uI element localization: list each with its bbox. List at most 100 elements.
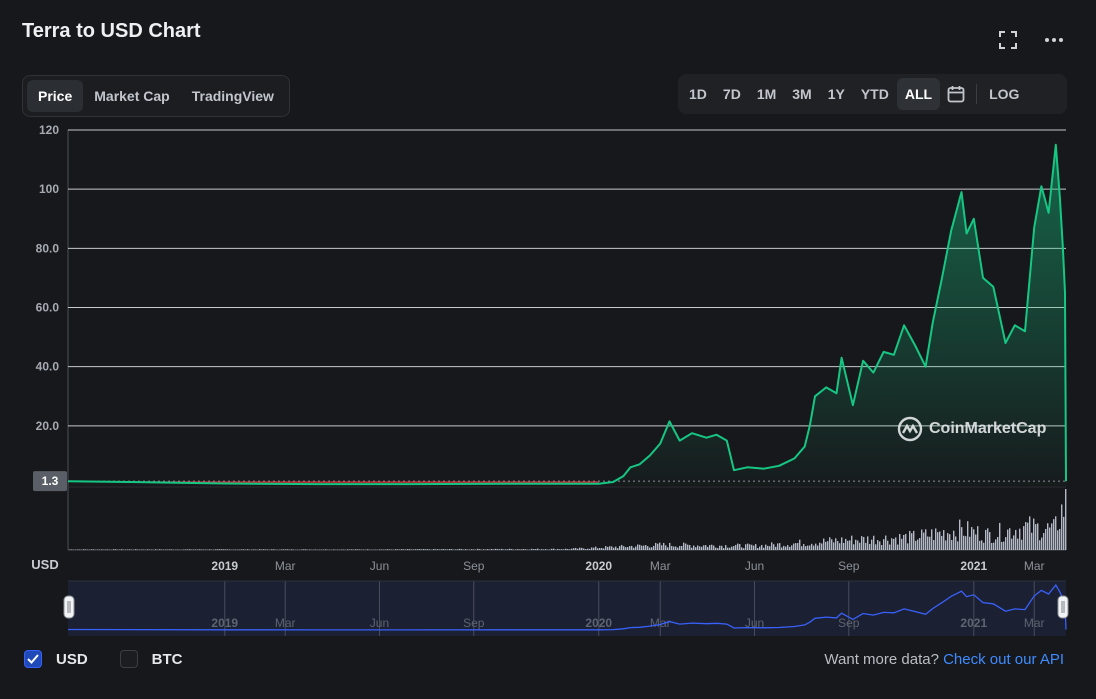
volume-bar — [1055, 516, 1057, 550]
navigator-handle-right[interactable] — [1057, 595, 1069, 619]
volume-bar — [971, 527, 973, 550]
volume-bar — [147, 549, 149, 550]
volume-bar — [939, 531, 941, 550]
volume-bar — [217, 549, 219, 550]
volume-bar — [283, 549, 285, 550]
volume-bar — [821, 543, 823, 550]
volume-bar — [195, 549, 197, 550]
volume-bar — [569, 549, 571, 550]
volume-bar — [385, 549, 387, 550]
volume-bar — [603, 548, 605, 550]
volume-bar — [757, 548, 759, 550]
volume-bar — [741, 547, 743, 550]
volume-bar — [583, 548, 585, 550]
volume-bar — [867, 536, 869, 550]
navigator-handle-left[interactable] — [63, 595, 75, 619]
btc-checkbox[interactable] — [119, 650, 138, 668]
range-1d[interactable]: 1D — [689, 86, 707, 102]
volume-bar — [1059, 528, 1061, 550]
volume-bar — [831, 539, 833, 550]
volume-bar — [379, 549, 381, 550]
volume-bar — [685, 543, 687, 550]
log-toggle[interactable]: LOG — [989, 86, 1020, 102]
volume-bar — [451, 549, 453, 550]
volume-bar — [457, 549, 459, 550]
fullscreen-icon[interactable] — [996, 28, 1020, 52]
volume-bar — [793, 543, 795, 550]
volume-bar — [949, 534, 951, 550]
volume-bar — [999, 522, 1001, 550]
volume-bar — [677, 547, 679, 550]
volume-bar — [573, 548, 575, 550]
volume-bar — [303, 549, 305, 550]
tab-price[interactable]: Price — [27, 80, 84, 112]
volume-bar — [557, 548, 559, 550]
volume-bar — [367, 549, 369, 550]
volume-bar — [945, 540, 947, 550]
volume-bar — [863, 537, 865, 550]
volume-bar — [577, 548, 579, 550]
volume-bar — [827, 541, 829, 550]
volume-bar — [433, 549, 435, 550]
tab-tradingview[interactable]: TradingView — [191, 88, 274, 104]
more-icon[interactable] — [1042, 28, 1066, 52]
legend-usd-label: USD — [56, 650, 88, 668]
usd-checkbox[interactable] — [24, 650, 42, 668]
volume-bar — [589, 548, 591, 550]
volume-bar — [93, 549, 95, 550]
volume-bar — [351, 549, 353, 550]
volume-bar — [707, 546, 709, 550]
volume-bar — [819, 542, 821, 550]
volume-bar — [511, 549, 513, 550]
volume-bar — [929, 536, 931, 550]
api-link[interactable]: Check out our API — [943, 651, 1064, 668]
volume-bar — [773, 544, 775, 550]
volume-bar — [401, 549, 403, 550]
volume-bar — [1049, 527, 1051, 550]
volume-bar — [615, 546, 617, 550]
volume-bar — [437, 549, 439, 550]
range-1y[interactable]: 1Y — [827, 86, 845, 102]
volume-bar — [549, 549, 551, 550]
volume-bar — [581, 547, 583, 550]
volume-bar — [215, 549, 217, 550]
volume-bar — [987, 528, 989, 550]
volume-bar — [439, 549, 441, 550]
volume-bar — [85, 549, 87, 550]
volume-bar — [305, 549, 307, 550]
volume-bar — [135, 549, 137, 550]
volume-bar — [989, 532, 991, 550]
tab-market-cap[interactable]: Market Cap — [94, 88, 170, 104]
y-tick-label: 120 — [39, 123, 59, 137]
range-ytd[interactable]: YTD — [860, 86, 889, 102]
axis-currency-label: USD — [31, 557, 58, 572]
legend-btc[interactable]: BTC — [119, 650, 183, 668]
volume-bar — [785, 546, 787, 550]
volume-bar — [537, 548, 539, 550]
volume-bar — [169, 549, 171, 550]
navigator-tick-label: Sep — [838, 616, 860, 630]
volume-bar — [79, 549, 81, 550]
range-1m[interactable]: 1M — [756, 86, 777, 102]
range-all[interactable]: ALL — [896, 78, 941, 110]
volume-bar — [643, 545, 645, 550]
volume-bar — [411, 549, 413, 550]
volume-bar — [775, 546, 777, 550]
volume-bar — [613, 547, 615, 550]
current-value-label: 1.3 — [42, 474, 59, 488]
volume-bar — [911, 533, 913, 550]
volume-bar — [1035, 524, 1037, 550]
range-3m[interactable]: 3M — [792, 86, 812, 102]
volume-bar — [291, 549, 293, 550]
legend-usd[interactable]: USD — [24, 650, 88, 668]
volume-bar — [799, 539, 801, 550]
volume-bar — [825, 541, 827, 550]
volume-bar — [1061, 504, 1063, 550]
volume-bar — [561, 549, 563, 550]
x-tick-label: Mar — [650, 559, 671, 573]
calendar-icon[interactable] — [940, 78, 972, 110]
volume-bar — [347, 549, 349, 550]
range-7d[interactable]: 7D — [722, 86, 741, 102]
volume-bar — [1045, 528, 1047, 550]
volume-bar — [935, 528, 937, 550]
